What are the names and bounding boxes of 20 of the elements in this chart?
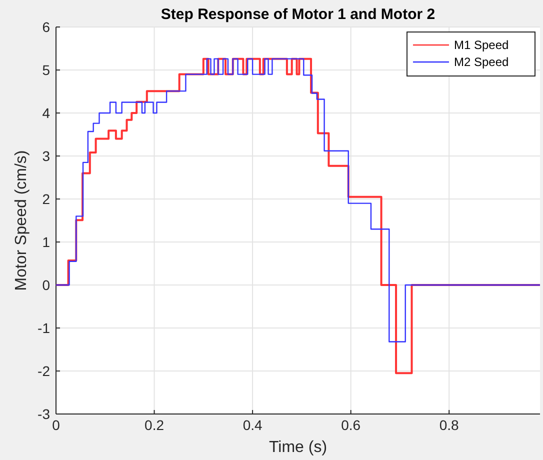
chart-title: Step Response of Motor 1 and Motor 2	[160, 6, 436, 23]
x-tick-label: 0.6	[341, 417, 361, 433]
y-tick-label: 5	[42, 62, 50, 78]
y-tick-label: -2	[38, 363, 50, 379]
x-tick-label: 0	[52, 417, 60, 433]
y-tick-label: 3	[42, 148, 50, 164]
legend-label: M1 Speed	[454, 38, 509, 52]
y-tick-label: 2	[42, 191, 50, 207]
y-tick-label: -3	[38, 406, 50, 422]
y-tick-label: 0	[42, 277, 50, 293]
x-axis-title: Time (s)	[268, 439, 328, 456]
y-tick-label: 1	[42, 234, 50, 250]
x-tick-label: 0.8	[439, 417, 460, 433]
legend-label: M2 Speed	[454, 55, 509, 69]
x-tick-label: 0.2	[144, 417, 164, 433]
x-tick-label: 0.4	[242, 417, 262, 433]
y-tick-label: 6	[42, 19, 50, 35]
y-tick-label: -1	[38, 320, 50, 336]
y-axis-title: Motor Speed (cm/s)	[13, 150, 30, 291]
y-tick-label: 4	[42, 105, 50, 121]
